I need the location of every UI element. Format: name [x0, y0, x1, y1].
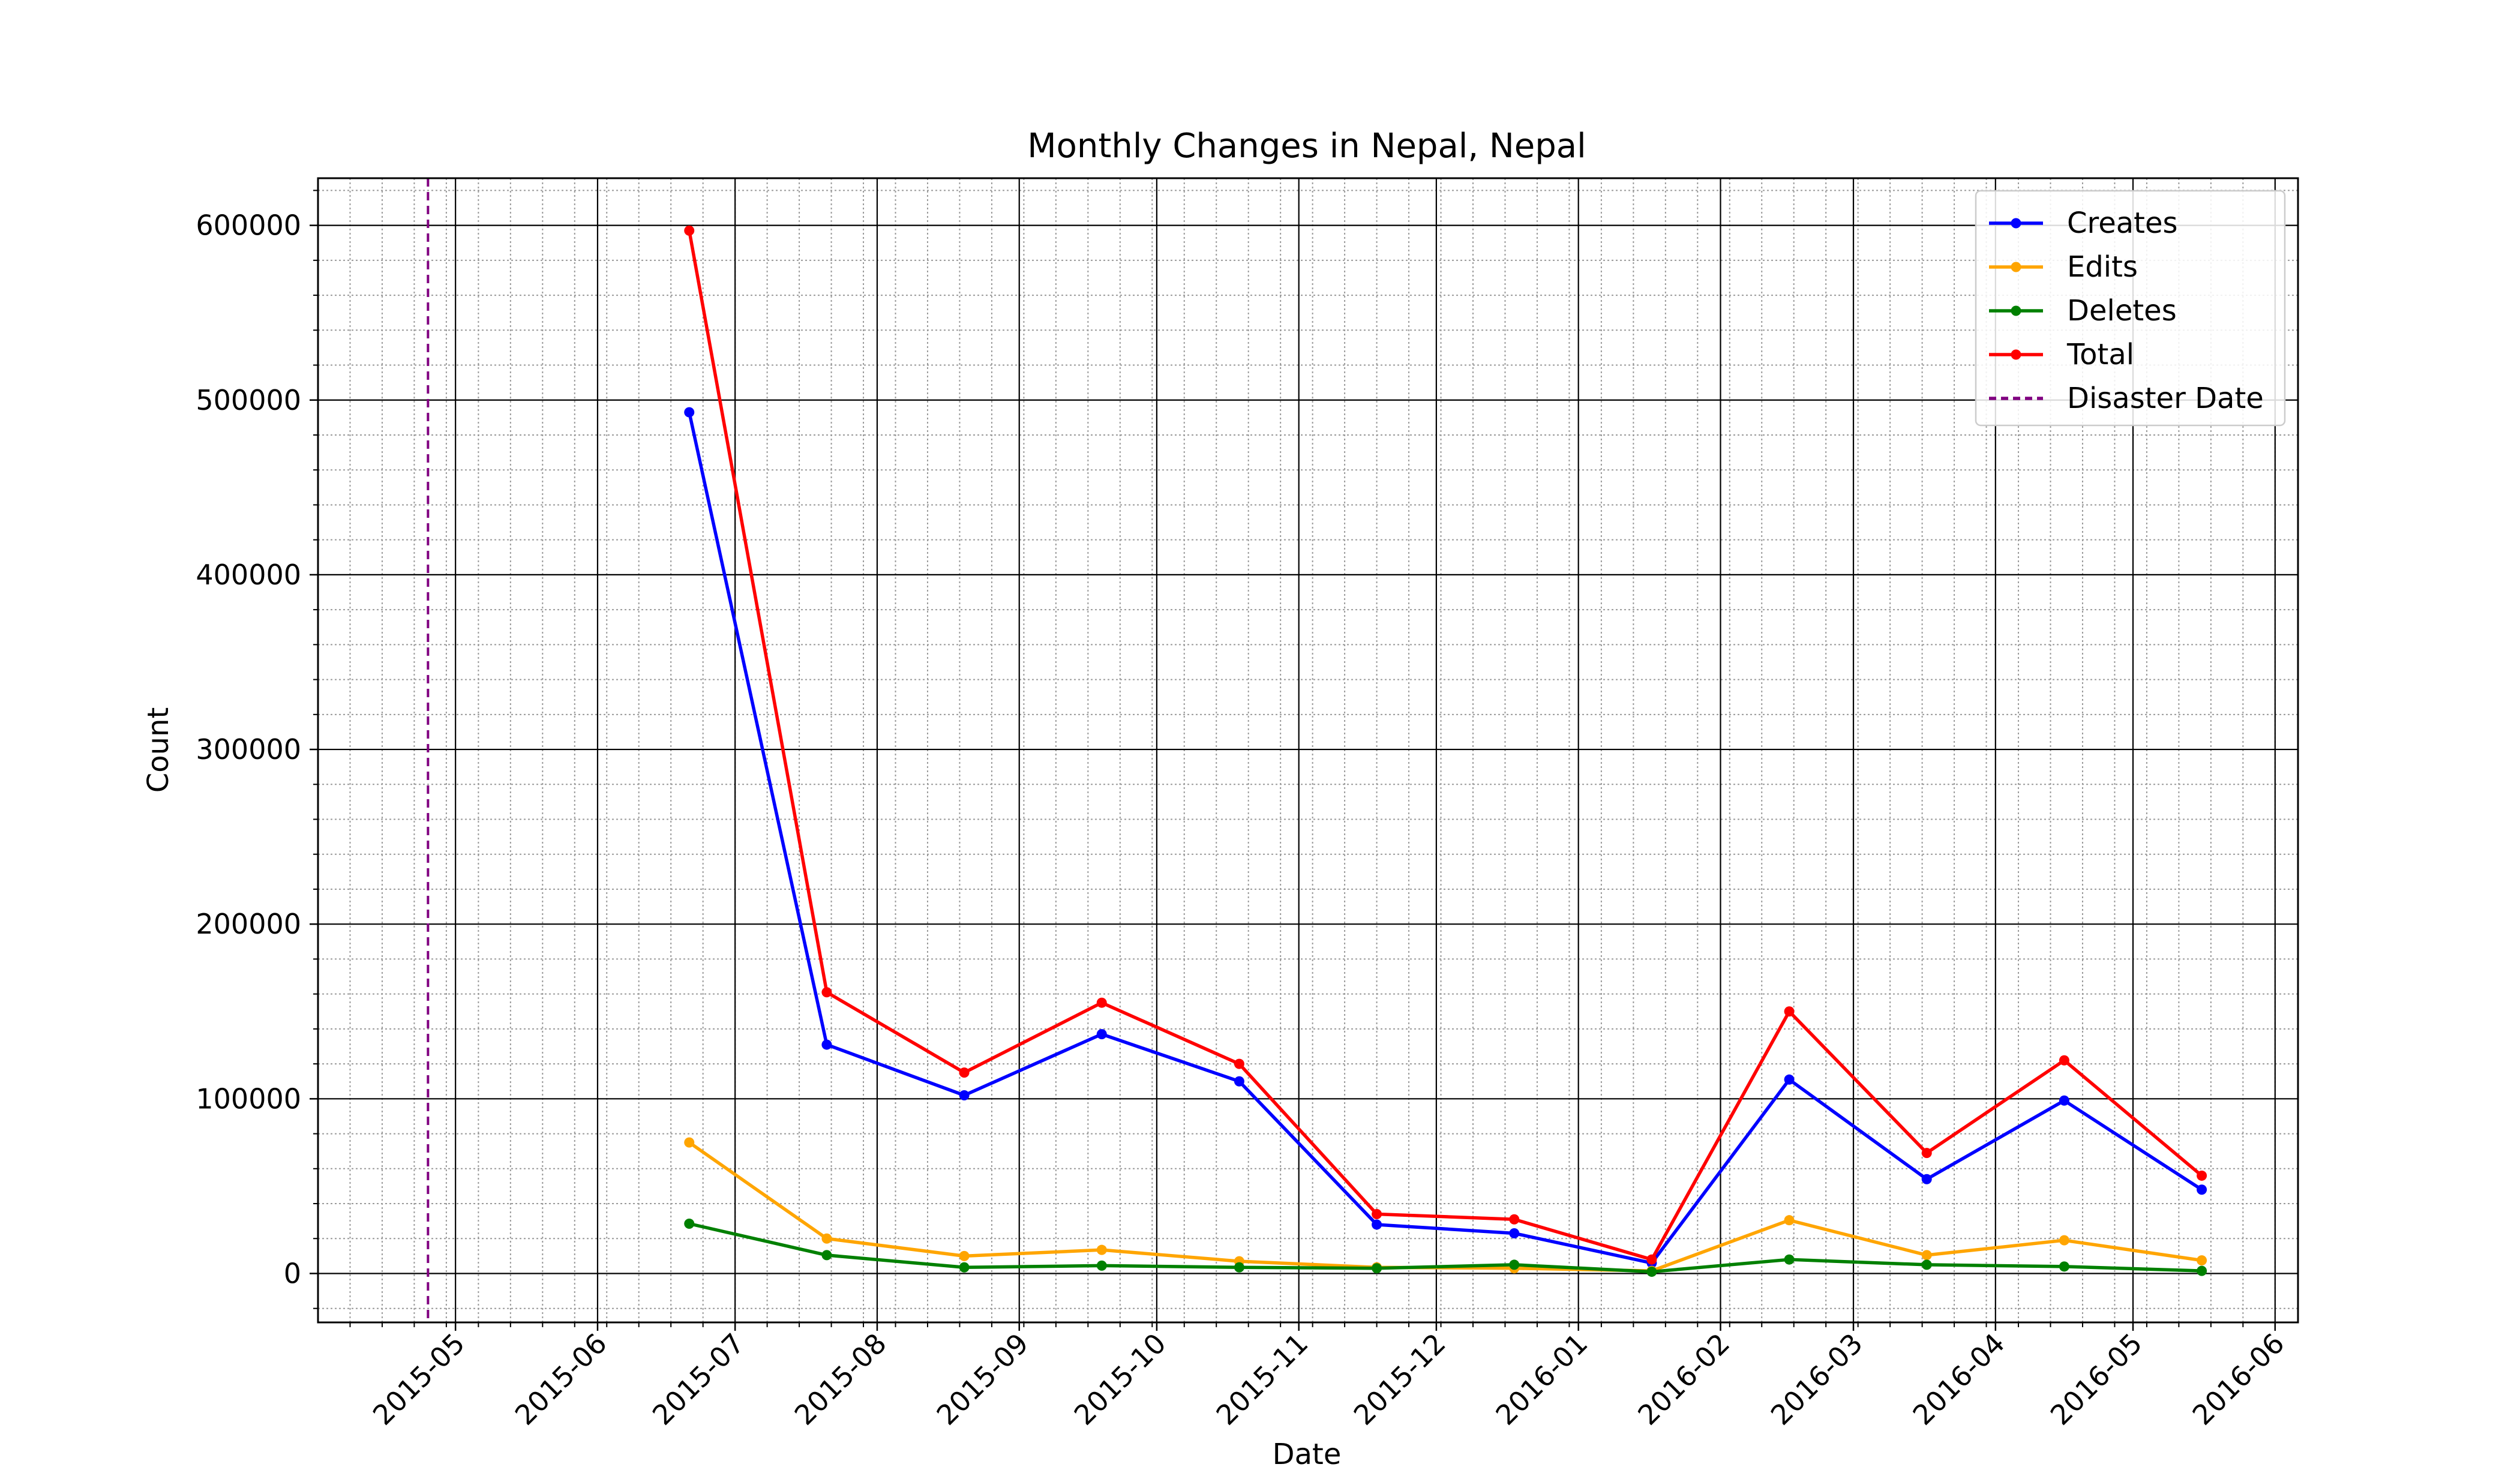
creates-point	[684, 407, 695, 418]
legend: Creates Edits Deletes Total Disaster Date	[1975, 190, 2286, 427]
creates-point	[2197, 1184, 2207, 1195]
edits-point	[2197, 1255, 2207, 1266]
plot-background	[318, 178, 2298, 1322]
deletes-point	[684, 1219, 695, 1229]
total-point	[2059, 1055, 2069, 1066]
y-tick-label: 600000	[196, 209, 301, 242]
total-point	[684, 225, 695, 236]
total-line	[688, 230, 2203, 1261]
creates-point	[1921, 1174, 1932, 1184]
creates-point	[959, 1090, 970, 1101]
creates-point	[821, 1039, 832, 1050]
chart-title: Monthly Changes in Nepal, Nepal	[1027, 127, 1586, 166]
major-grid	[318, 178, 2298, 1322]
total-point	[1234, 1058, 1244, 1069]
creates-point	[2059, 1095, 2069, 1106]
deletes-point	[2059, 1261, 2069, 1272]
plot-area	[317, 177, 2299, 1324]
deletes-point	[1921, 1259, 1932, 1270]
edits-point	[821, 1233, 832, 1244]
deletes-line	[689, 1222, 2202, 1274]
edits-point	[1096, 1244, 1107, 1255]
creates-point	[1372, 1219, 1382, 1230]
creates-point	[1784, 1074, 1795, 1085]
deletes-point	[2197, 1265, 2207, 1276]
edits-point	[1784, 1215, 1795, 1226]
plot-frame	[317, 177, 2299, 1324]
series-layer	[684, 225, 2207, 1277]
total-point	[1784, 1006, 1795, 1017]
x-axis-label: Date	[1273, 1438, 1342, 1470]
legend-box	[1975, 190, 2286, 427]
deletes-point	[1646, 1267, 1657, 1277]
legend-disaster-date-label: Disaster Date	[2067, 382, 2264, 415]
total-point	[1509, 1214, 1520, 1225]
y-tick-label: 200000	[196, 908, 301, 940]
creates-line	[688, 412, 2203, 1265]
y-tick-label: 500000	[196, 384, 301, 416]
total-point	[1646, 1254, 1657, 1265]
total-point	[1096, 997, 1107, 1008]
edits-point	[959, 1250, 970, 1261]
y-axis: 0 100000 200000 300000 400000 500000 600000	[196, 190, 318, 1309]
legend-creates-marker	[2011, 218, 2021, 229]
deletes-point	[1509, 1259, 1520, 1270]
deletes-point	[1784, 1254, 1795, 1265]
legend-total-marker	[2011, 349, 2021, 360]
deletes-point	[1234, 1262, 1244, 1273]
creates-point	[1509, 1228, 1520, 1239]
legend-total-label: Total	[2066, 338, 2134, 371]
legend-deletes-marker	[2011, 305, 2021, 316]
deletes-point	[1096, 1260, 1107, 1271]
y-tick-label: 300000	[196, 733, 301, 766]
edits-point	[684, 1137, 695, 1148]
legend-edits-marker	[2011, 262, 2021, 272]
deletes-point	[821, 1250, 832, 1261]
total-point	[959, 1067, 970, 1078]
creates-point	[1234, 1076, 1244, 1087]
creates-point	[1096, 1029, 1107, 1040]
deletes-point	[959, 1262, 970, 1273]
legend-edits-label: Edits	[2067, 250, 2138, 284]
edits-point	[1921, 1250, 1932, 1261]
legend-creates-label: Creates	[2067, 206, 2178, 240]
deletes-point	[1372, 1263, 1382, 1274]
total-point	[821, 987, 832, 998]
total-point	[1921, 1148, 1932, 1159]
edits-point	[2059, 1235, 2069, 1246]
y-tick-label: 0	[284, 1257, 301, 1289]
y-axis-label: Count	[142, 707, 175, 793]
total-point	[2197, 1170, 2207, 1181]
y-tick-label: 100000	[196, 1082, 301, 1115]
y-tick-label: 400000	[196, 559, 301, 591]
total-point	[1372, 1208, 1382, 1219]
legend-deletes-label: Deletes	[2067, 294, 2177, 328]
